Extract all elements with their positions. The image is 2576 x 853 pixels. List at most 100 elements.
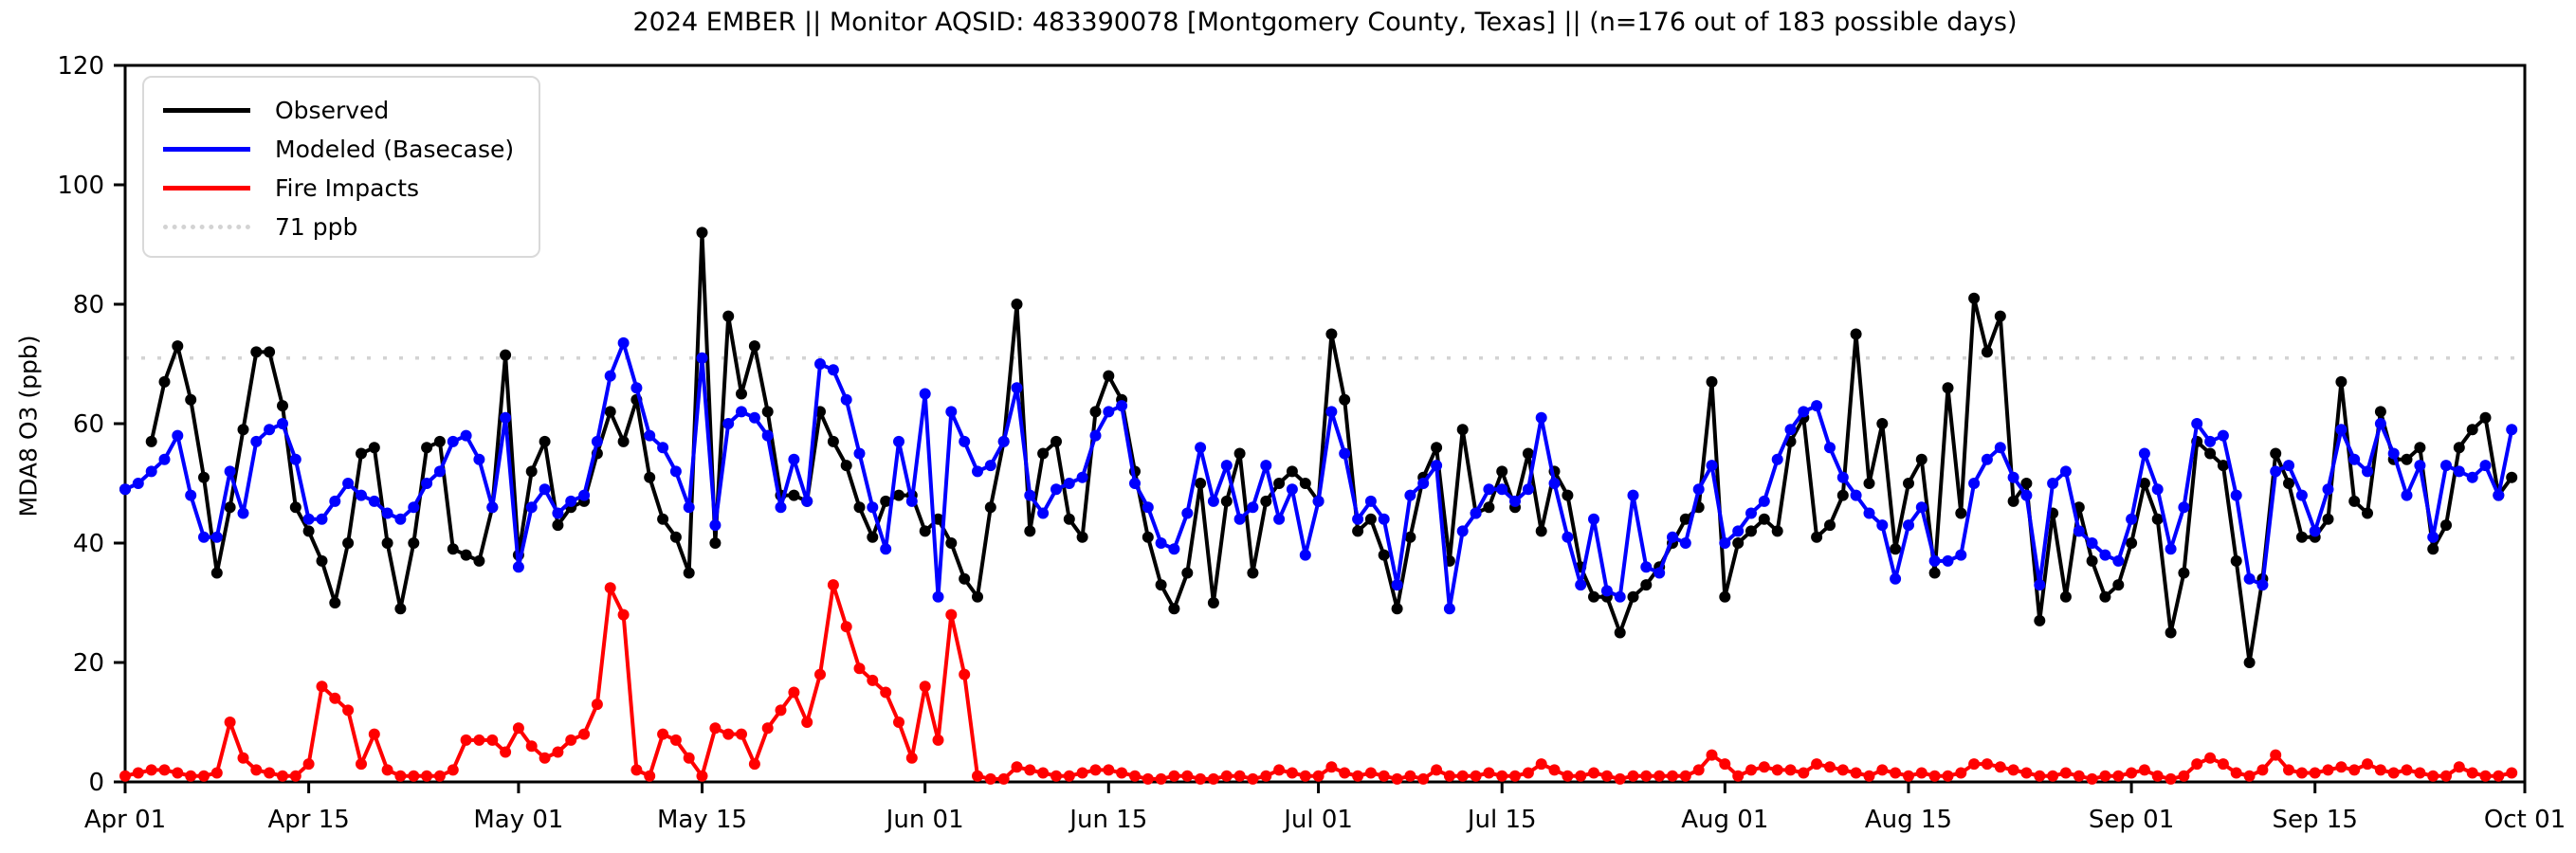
fire-impacts-line-point [1456,770,1469,782]
modeled-line-point [1600,585,1613,597]
modeled-line-point [867,501,879,514]
y-tick-label: 20 [73,649,104,678]
fire-impacts-line-point [2126,767,2138,779]
fire-impacts-line-point [1168,770,1180,782]
observed-line-point [722,310,735,322]
fire-impacts-line-point [264,767,276,779]
modeled-line-point [2178,501,2190,514]
fire-impacts-line-point [1692,764,1705,776]
modeled-line-point [198,531,210,543]
observed-line-point [1890,543,1902,555]
fire-impacts-line-point [1942,770,1954,782]
modeled-line-point [1456,525,1469,537]
observed-line-point [329,597,341,608]
modeled-line-point [591,435,603,447]
observed-line-point [1404,531,1416,543]
modeled-line-point [1745,507,1757,519]
modeled-line-point [788,453,800,465]
observed-line-point [1863,478,1875,489]
fire-impacts-line-point [1142,772,1154,785]
fire-impacts-line-path [124,583,2512,781]
modeled-line-point [565,495,577,507]
modeled-line-point [1758,495,1770,507]
fire-impacts-line-point [984,772,996,785]
modeled-line-point [1562,531,1574,543]
observed-line-point [1378,549,1390,561]
observed-line-point [2506,471,2518,483]
modeled-line-point [2204,435,2217,447]
legend-item-fire-impacts: Fire Impacts [163,169,514,208]
fire-impacts-line-point [2295,767,2308,779]
fire-impacts-line-point [486,734,499,746]
fire-impacts-line-point [893,717,904,728]
observed-line-point [2414,442,2426,454]
fire-impacts-line-point [1037,767,1050,779]
observed-line-point [1915,453,1927,465]
modeled-line-point [2007,471,2019,483]
observed-line-point [1588,590,1599,603]
fire-impacts-line-point [2151,770,2164,782]
legend-label: Modeled (Basecase) [275,136,515,163]
fire-impacts-line-point [1483,767,1495,779]
observed-line-point [1955,507,1967,519]
observed-line-point [1181,567,1194,579]
fire-impacts-line-point [408,770,420,782]
observed-line-point [2466,424,2478,436]
fire-impacts-line-point [1129,770,1141,782]
fire-impacts-line-point [2191,758,2203,771]
fire-impacts-line-point [1443,770,1455,782]
x-tick-label: Jul 01 [1282,806,1353,834]
modeled-line-point [1011,382,1023,394]
observed-line-point [1325,328,1338,340]
modeled-line-point [1155,537,1167,549]
fire-impacts-line-point [591,699,603,711]
fire-impacts-line-point [394,770,407,782]
modeled-line-point [447,435,459,447]
fire-impacts-line-point [1614,772,1626,785]
observed-line-point [473,554,485,567]
modeled-line-point [801,495,813,507]
modeled-line-point [2086,537,2098,549]
observed-line-point [2138,478,2150,489]
modeled-line-point [1037,507,1050,519]
modeled-line-point [512,561,524,573]
fire-impacts-line-point [1667,770,1678,782]
fire-impacts-line-point [736,728,747,740]
modeled-line-point [722,418,735,429]
observed-line-swatch-icon [163,108,250,113]
observed-line-point [1011,299,1023,310]
fire-impacts-line-point [1811,758,1823,771]
observed-line-point [2099,590,2111,603]
observed-line-point [1981,346,1993,358]
modeled-line-point [775,501,787,514]
modeled-line-point [2230,489,2242,501]
observed-line-point [1928,567,1941,579]
fire-impacts-line-point [1562,770,1574,782]
fire-impacts-line-point [1233,770,1246,782]
fire-impacts-line-point [1784,764,1797,776]
modeled-line-point [1798,406,1810,418]
observed-line-point [2243,657,2256,668]
observed-line-point [709,537,722,549]
x-tick-label: Aug 15 [1865,806,1952,834]
observed-line-point [237,424,249,436]
observed-line-point [1994,310,2006,322]
fire-impacts-line-point [2059,767,2072,779]
fire-impacts-line-point [198,770,210,782]
fire-impacts-line-point [2374,764,2386,776]
modeled-line-point [1339,447,1351,460]
modeled-line-point [2073,525,2085,537]
observed-line-point [1483,501,1495,514]
modeled-line-point [1247,501,1259,514]
fire-impacts-line-point [224,717,236,728]
fire-impacts-line-point [2348,764,2361,776]
fire-impacts-line-point [210,767,223,779]
observed-line-point [1207,597,1219,608]
observed-line-point [1142,531,1154,543]
observed-line-point [316,554,328,567]
observed-line [119,227,2518,668]
fire-impacts-line-point [1928,770,1941,782]
observed-line-point [447,543,459,555]
fire-impacts-line-point [2112,770,2125,782]
observed-line-point [250,346,263,358]
